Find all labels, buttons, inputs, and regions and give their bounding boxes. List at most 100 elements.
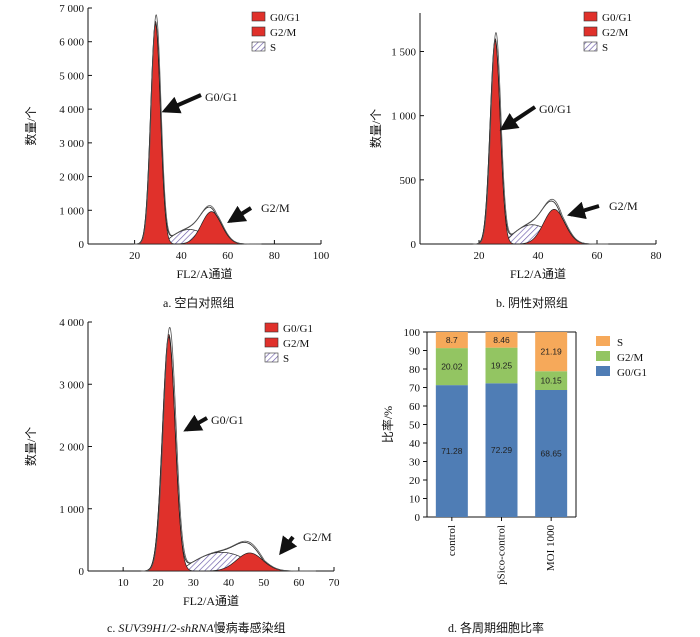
g0g1-annotation: G0/G1 [539, 102, 572, 116]
g2m-arrow [566, 201, 600, 220]
y-tick-label: 3 000 [59, 379, 84, 391]
g0g1-arrow [499, 105, 537, 131]
y-tick-label: 6 000 [59, 37, 84, 49]
bar-segment-s [435, 332, 468, 349]
legend-swatch [596, 336, 610, 346]
y-tick-label: 2 000 [59, 442, 84, 454]
y-tick-label: 20 [409, 475, 421, 487]
x-tick-label: 60 [592, 250, 604, 262]
bar-segment-g0g1 [435, 385, 468, 517]
histogram-panel-a: 0 1 000 2 000 3 000 4 000 5 000 6 000 7 000 20 40… [23, 3, 330, 281]
y-tick-label: 60 [409, 401, 421, 413]
legend-swatch [583, 11, 598, 22]
bar-data-label: 21.19 [541, 347, 563, 357]
y-tick-label: 4 000 [59, 104, 84, 116]
bar-data-label: 19.25 [491, 360, 513, 370]
y-axis-label: 数量/个 [368, 109, 383, 148]
bar-segment-g2m [535, 371, 568, 390]
g0g1-arrow [161, 93, 202, 114]
legend-label: G0/G1 [283, 323, 313, 335]
bar-segment-s [535, 332, 568, 372]
legend-label: S [283, 353, 289, 365]
x-tick-label: 50 [258, 577, 270, 589]
x-tick-label: 70 [329, 577, 341, 589]
y-tick-label: 0 [79, 239, 85, 251]
bar-data-label: 72.29 [491, 445, 513, 455]
x-axis-label: FL2/A通道 [510, 267, 566, 281]
legend-swatch [583, 41, 598, 52]
legend-swatch [251, 26, 266, 37]
category-label: MOI 1000 [545, 525, 557, 572]
bar-segment-g2m [435, 348, 468, 386]
histogram-envelope-line [141, 327, 316, 572]
y-tick-label: 0 [411, 239, 417, 251]
legend-label: G2/M [283, 338, 310, 350]
g2m-annotation: G2/M [261, 201, 290, 215]
bar-segment-g0g1 [485, 383, 518, 517]
y-tick-label: 0 [79, 566, 85, 578]
y-tick-label: 90 [409, 346, 421, 358]
category-label: pSico-control [496, 525, 508, 585]
g2m-arrow [227, 205, 253, 223]
y-tick-label: 3 000 [59, 138, 84, 150]
y-tick-label: 100 [404, 327, 421, 339]
legend-swatch [264, 337, 279, 348]
legend-swatch [264, 322, 279, 333]
x-tick-label: 40 [223, 577, 235, 589]
legend-swatch [251, 41, 266, 52]
x-tick-label: 80 [269, 250, 281, 262]
x-axis-label: FL2/A通道 [176, 267, 232, 281]
panel-c-caption: c. SUV39H1/2-shRNA慢病毒感染组 [107, 619, 286, 636]
panel-d-caption: d. 各周期细胞比率 [448, 621, 545, 635]
legend-label: S [617, 337, 623, 349]
y-tick-label: 80 [409, 364, 421, 376]
bar-data-label: 8.7 [446, 335, 458, 345]
panel-c-caption-suffix: 慢病毒感染组 [213, 621, 286, 635]
x-tick-label: 60 [222, 250, 234, 262]
legend-label: S [602, 42, 608, 54]
g0g1-peak-area [133, 20, 178, 245]
y-tick-label: 50 [409, 420, 421, 432]
panel-c-caption-gene: SUV39H1/2-shRNA [118, 621, 214, 635]
legend-label: G2/M [617, 352, 644, 364]
y-tick-label: 1 000 [391, 111, 416, 123]
bar-data-label: 71.28 [441, 446, 463, 456]
legend-swatch [596, 351, 610, 361]
y-tick-label: 10 [409, 494, 421, 506]
histogram-panel-b: 0 500 1 000 1 500 20 40 60 80 G0/G1 G2/M FL2/A通道 数量… [368, 11, 663, 281]
y-tick-label: 5 000 [59, 70, 84, 82]
x-tick-label: 40 [176, 250, 188, 262]
x-tick-label: 80 [651, 250, 663, 262]
histogram-envelope-line [134, 14, 262, 245]
g0g1-peak-area [139, 334, 198, 572]
bar-data-label: 68.65 [541, 448, 563, 458]
g2m-annotation: G2/M [609, 199, 638, 213]
legend-label: G0/G1 [602, 12, 632, 24]
y-tick-label: 500 [400, 175, 417, 187]
g0g1-peak-area [472, 38, 518, 245]
y-axis-label: 数量/个 [23, 106, 38, 145]
y-axis-label: 数量/个 [23, 427, 38, 466]
y-tick-label: 30 [409, 457, 421, 469]
y-tick-label: 1 000 [59, 504, 84, 516]
x-tick-label: 10 [118, 577, 130, 589]
legend-swatch [251, 11, 266, 22]
bar-data-label: 8.46 [493, 335, 510, 345]
legend-swatch [264, 352, 279, 363]
stacked-bar-panel-d: 0 10 20 30 40 50 60 70 80 90 100 71.28 20.02 8.7 contr… [380, 327, 647, 585]
panel-b-caption: b. 阴性对照组 [496, 296, 569, 310]
g0g1-annotation: G0/G1 [211, 413, 244, 427]
x-tick-label: 30 [188, 577, 200, 589]
g2m-arrow [279, 535, 298, 556]
histogram-panel-c: 0 1 000 2 000 3 000 4 000 10 20 30 40 50 60 70 G0/G1… [23, 317, 340, 608]
category-label: control [446, 525, 458, 556]
panel-c-caption-prefix: c. [107, 621, 119, 635]
y-tick-label: 1 500 [391, 47, 416, 59]
y-tick-label: 1 000 [59, 205, 84, 217]
x-tick-label: 20 [129, 250, 141, 262]
panel-a-caption: a. 空白对照组 [163, 296, 235, 310]
legend-swatch [596, 366, 610, 376]
x-tick-label: 40 [533, 250, 545, 262]
legend-label: G2/M [602, 27, 629, 39]
